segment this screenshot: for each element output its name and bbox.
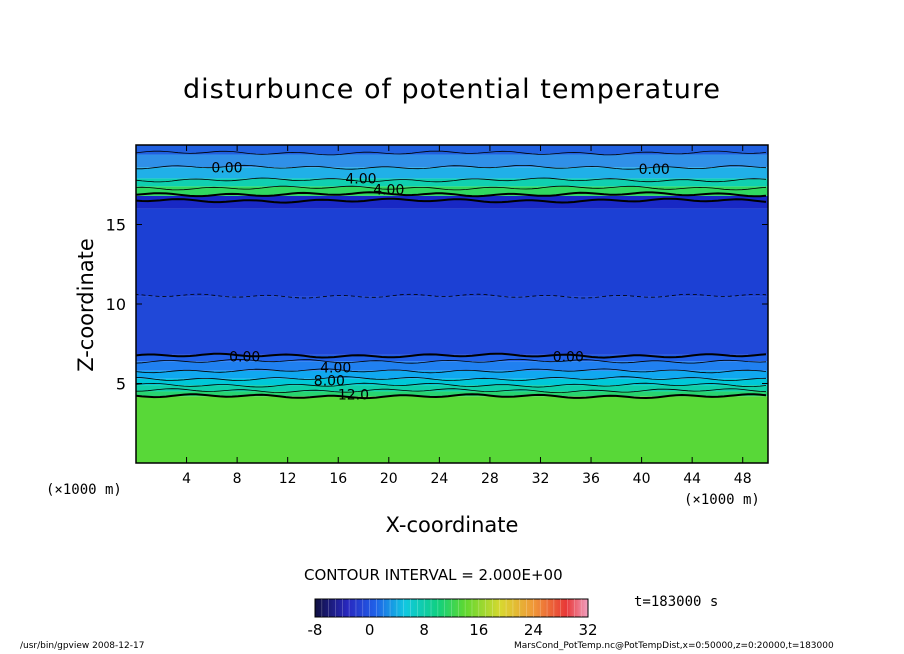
- contour-label-8: 0.00: [553, 349, 584, 365]
- heatmap-layer-4: [136, 370, 768, 379]
- colorbar-tick-label-5: 32: [578, 621, 597, 639]
- x-tick-label-6: 28: [481, 471, 499, 487]
- colorbar-ticks: -8 0 8 16 24 32: [308, 621, 598, 639]
- x-tick-label-3: 16: [329, 471, 347, 487]
- contour-label-2: 4.00: [373, 183, 404, 199]
- heatmap-layer-6: [136, 354, 768, 362]
- contour-label-3: 0.00: [639, 162, 670, 178]
- contour-line-4: [136, 368, 767, 374]
- heatmap-layer-8: [136, 208, 768, 297]
- colorbar-tick-label-2: 8: [419, 621, 429, 639]
- heatmap-layer-0: [136, 396, 768, 463]
- x-unit-label-left: (×1000 m): [46, 482, 122, 498]
- contour-line-11: [136, 177, 767, 183]
- heatmap-layer-10: [136, 186, 768, 196]
- contour-label-7: 12.0: [338, 388, 369, 404]
- x-tick-label-10: 44: [683, 471, 701, 487]
- colorbar-tick-label-4: 24: [524, 621, 543, 639]
- contour-line-13: [136, 150, 767, 156]
- contour-label-6: 8.00: [314, 373, 345, 389]
- contour-label-5: 4.00: [320, 361, 351, 377]
- heatmap-layer-3: [136, 378, 768, 386]
- chart-title: disturbunce of potential temperature: [183, 74, 721, 105]
- contour-line-12: [136, 164, 767, 170]
- footer-source: MarsCond_PotTemp.nc@PotTempDist,x=0:5000…: [514, 641, 834, 651]
- y-tick-label-1: 10: [106, 295, 126, 314]
- colorbar: [314, 598, 589, 618]
- time-label: t=183000 s: [634, 594, 719, 610]
- contour-label-1: 4.00: [345, 171, 376, 187]
- heatmap-layer-12: [136, 167, 768, 179]
- colorbar-tick-label-1: 0: [365, 621, 375, 639]
- x-unit-label-right: (×1000 m): [684, 492, 760, 508]
- contour-line-2: [136, 382, 767, 388]
- colorbar-stripes: [321, 599, 582, 617]
- contour-line-5: [136, 358, 767, 364]
- x-tick-label-0: 4: [182, 471, 191, 487]
- x-tick-label-11: 48: [734, 471, 752, 487]
- x-axis-ticks: 4 8 12 16 20 24 28 32 36 40 44 48: [182, 145, 752, 487]
- x-tick-label-5: 24: [430, 471, 448, 487]
- x-tick-label-1: 8: [233, 471, 242, 487]
- heatmap-layer-7: [136, 296, 768, 355]
- contour-line-8: [136, 197, 767, 204]
- contour-line-1: [136, 388, 767, 394]
- x-tick-label-9: 40: [633, 471, 651, 487]
- x-tick-label-7: 32: [532, 471, 550, 487]
- heatmap-layer-1: [136, 391, 768, 397]
- contour-line-7: [136, 293, 767, 299]
- heatmap-layers: [136, 145, 768, 463]
- contour-line-6: [136, 352, 767, 359]
- x-tick-label-8: 36: [582, 471, 600, 487]
- contour-interval-text: CONTOUR INTERVAL = 2.000E+00: [304, 566, 563, 584]
- y-tick-label-0: 5: [116, 375, 126, 394]
- y-axis-label: Z-coordinate: [74, 238, 98, 372]
- y-axis-ticks: 5 10 15: [106, 216, 768, 394]
- heatmap-layer-5: [136, 361, 768, 371]
- colorbar-tick-label-0: -8: [308, 621, 323, 639]
- contour-line-10: [136, 185, 767, 191]
- x-tick-label-2: 12: [279, 471, 297, 487]
- contour-line-9: [136, 191, 767, 198]
- footer-command: /usr/bin/gpview 2008-12-17: [20, 641, 145, 651]
- y-tick-label-2: 15: [106, 216, 126, 235]
- colorbar-tick-label-3: 16: [469, 621, 488, 639]
- heatmap-layer-2: [136, 385, 768, 392]
- contour-label-4: 0.00: [229, 349, 260, 365]
- contour-lines: [136, 150, 767, 400]
- contour-label-0: 0.00: [211, 160, 242, 176]
- x-tick-label-4: 20: [380, 471, 398, 487]
- contour-line-3: [136, 376, 767, 382]
- x-axis-label: X-coordinate: [385, 513, 519, 537]
- heatmap-layer-13: [136, 154, 768, 168]
- heatmap-layer-14: [136, 145, 768, 155]
- heatmap-layer-11: [136, 178, 768, 187]
- contour-line-0: [136, 393, 767, 400]
